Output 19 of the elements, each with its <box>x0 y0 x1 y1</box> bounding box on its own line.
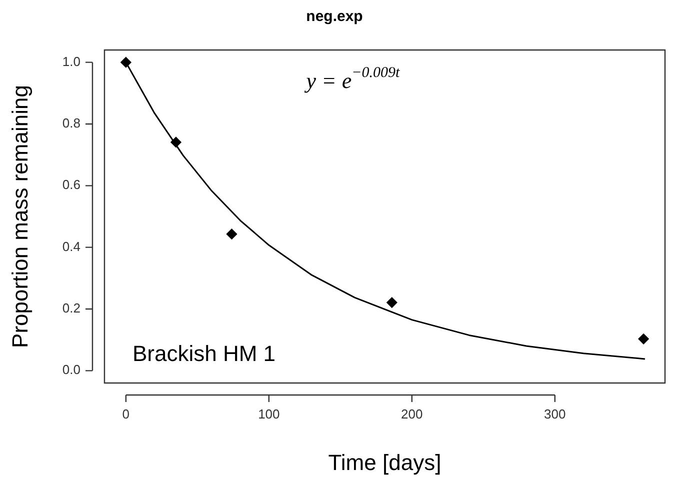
chart-title: neg.exp <box>306 8 363 26</box>
x-axis-title: Time [days] <box>328 450 442 475</box>
y-tick-label: 0.6 <box>62 177 80 192</box>
point <box>386 297 398 308</box>
y-tick-label: 0.0 <box>62 362 80 378</box>
y-tick-label: 0.4 <box>62 238 80 254</box>
x-tick-label: 200 <box>401 406 423 422</box>
annotation: Brackish HM 1 <box>132 341 276 366</box>
point <box>170 136 182 148</box>
x-tick-label: 0 <box>122 406 130 422</box>
point <box>226 228 237 240</box>
point <box>638 334 649 344</box>
x-tick-label: 100 <box>258 406 280 422</box>
y-tick-label: 1.0 <box>62 54 80 69</box>
y-tick-label: 0.8 <box>62 116 80 131</box>
y-axis-title: Proportion mass remaining <box>7 85 32 348</box>
x-tick-label: 300 <box>544 406 566 422</box>
point <box>120 57 132 68</box>
y-tick-label: 0.2 <box>62 300 80 316</box>
